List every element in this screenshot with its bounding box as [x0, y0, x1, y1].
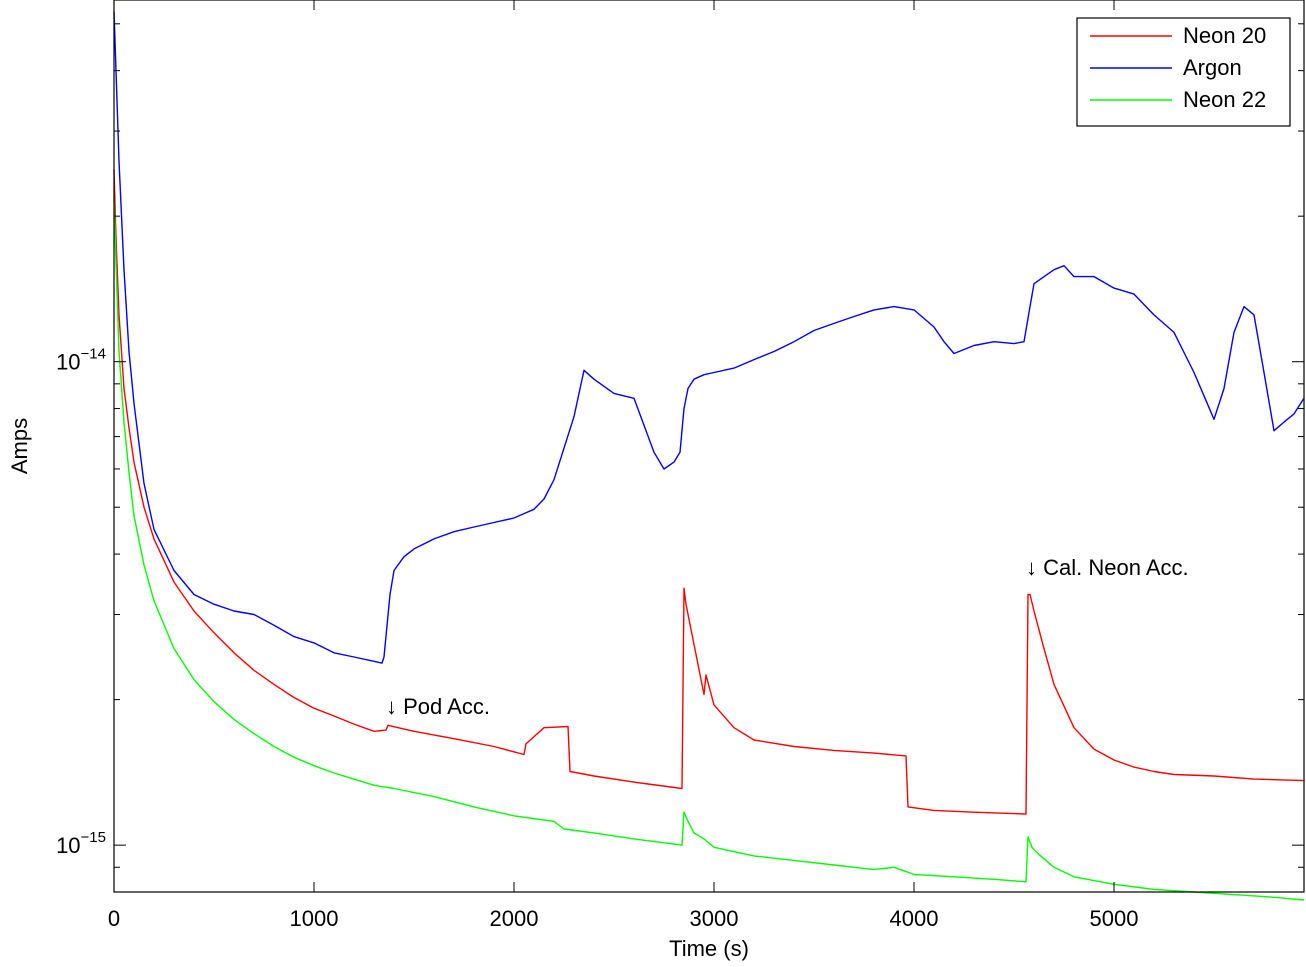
series-line-neon-20: [113, 169, 1305, 815]
annotation-label: ↓ Pod Acc.: [386, 694, 490, 719]
legend-items: Neon 20 Argon Neon 22: [1090, 23, 1266, 112]
legend-label: Argon: [1183, 55, 1242, 80]
series-line-argon: [113, 11, 1305, 664]
x-axis-ticks: 0 1000 2000 3000 4000 5000: [108, 0, 1139, 931]
legend: Neon 20 Argon Neon 22: [1076, 17, 1291, 127]
y-tick-label: 10−14: [56, 346, 106, 375]
y-axis-label: Amps: [7, 418, 32, 474]
legend-label: Neon 20: [1183, 23, 1266, 48]
annotation-label: ↓ Cal. Neon Acc.: [1026, 555, 1189, 580]
legend-label: Neon 22: [1183, 87, 1266, 112]
y-axis-ticks: 10−15 10−14: [56, 23, 1304, 893]
x-tick-label: 3000: [690, 906, 739, 931]
y-tick-label: 10−15: [56, 829, 106, 858]
plot-background: [114, 0, 1304, 892]
x-axis-label: Time (s): [669, 936, 749, 961]
legend-box: [1076, 17, 1291, 127]
x-tick-label: 5000: [1090, 906, 1139, 931]
x-tick-label: 4000: [890, 906, 939, 931]
plot-frame: [113, 0, 1305, 893]
x-tick-label: 2000: [490, 906, 539, 931]
annotation-layer: ↓ Pod Acc. ↓ Cal. Neon Acc.: [386, 555, 1189, 719]
series-line-neon-22: [113, 196, 1305, 901]
series-layer: [113, 11, 1305, 901]
x-tick-label: 1000: [290, 906, 339, 931]
x-tick-label: 0: [108, 906, 120, 931]
